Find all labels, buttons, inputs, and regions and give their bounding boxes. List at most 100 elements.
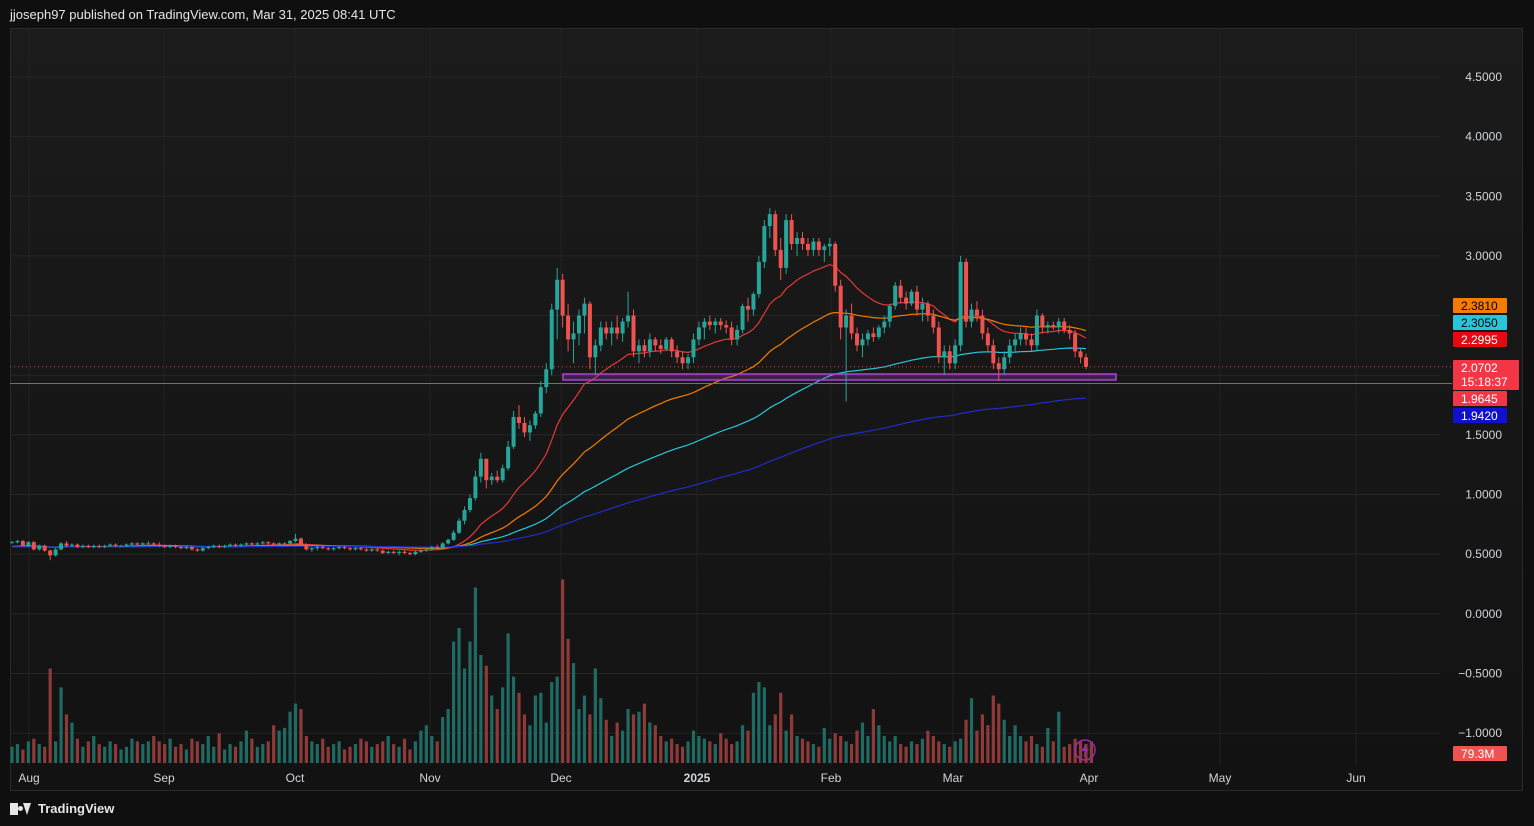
volume-bar [10, 746, 14, 763]
candle-body [69, 544, 74, 546]
candle-body [135, 543, 140, 545]
candle-body [636, 345, 641, 352]
candle-body [844, 315, 849, 328]
volume-bar [511, 676, 516, 763]
price-tag-label: 2.2995 [1461, 333, 1498, 347]
candle-body [86, 545, 91, 547]
candle-body [397, 551, 402, 553]
candle-body [904, 297, 909, 304]
volume-bar [953, 741, 957, 763]
candle-body [958, 261, 963, 346]
candle-body [571, 333, 576, 340]
volume-bar [451, 641, 456, 763]
lightning-bolt-icon [1081, 743, 1089, 757]
candle-body [767, 214, 772, 227]
candle-body [157, 544, 162, 546]
volume-bar [948, 746, 952, 763]
volume-bar [680, 746, 685, 763]
candle-body [238, 544, 243, 546]
candle-body [898, 285, 903, 298]
candle-body [653, 339, 658, 346]
candle-body [10, 542, 14, 544]
volume-bar [386, 736, 390, 763]
candle-body [162, 545, 167, 547]
candle-body [173, 545, 178, 547]
candle-body [244, 543, 249, 545]
candle-body [549, 309, 554, 370]
volume-bar [555, 676, 559, 763]
candle-body [320, 546, 325, 549]
publish-info: jjoseph97 published on TradingView.com, … [10, 7, 396, 22]
candle-body [740, 306, 745, 330]
volume-bar [326, 746, 330, 763]
volume-bar [381, 741, 385, 763]
support-zone [562, 373, 1117, 381]
candle-body [206, 546, 211, 549]
candle-body [985, 333, 990, 346]
candle-body [604, 327, 609, 334]
candle-body [1056, 321, 1061, 328]
candle-body [64, 543, 69, 546]
candle-body [129, 543, 134, 545]
candle-body [865, 333, 870, 340]
candle-body [315, 546, 320, 549]
candle-body [756, 261, 761, 295]
volume-bar [599, 698, 603, 763]
candle-body [527, 425, 532, 433]
volume-bar [228, 744, 232, 763]
volume-bar [653, 725, 657, 763]
volume-bar [642, 703, 647, 763]
volume-bar [604, 719, 608, 763]
volume-bar [588, 714, 592, 763]
price-tag-label: 1.9645 [1461, 392, 1498, 406]
candle-body [342, 546, 347, 549]
candle-body [675, 351, 680, 358]
candle-body [887, 306, 892, 322]
candle-body [691, 339, 696, 358]
candle-body [1067, 329, 1072, 334]
candle-body [1084, 357, 1088, 367]
volume-bar [1062, 746, 1066, 763]
x-axis-label: Feb [821, 771, 842, 785]
volume-bar [1057, 711, 1061, 763]
volume-bar [255, 746, 259, 763]
candle-body [745, 306, 750, 310]
candle-body [195, 549, 200, 551]
volume-bar [484, 665, 488, 763]
candle-body [1013, 339, 1018, 346]
candle-body [789, 220, 794, 244]
volume-bar [882, 736, 886, 763]
candle-body [882, 321, 887, 328]
candle-body [855, 333, 860, 346]
candle-body [309, 548, 314, 550]
candle-body [849, 315, 854, 334]
candle-body [560, 279, 565, 316]
volume-bar [746, 730, 750, 763]
candle-body [435, 546, 440, 549]
volume-bar [462, 668, 467, 763]
volume-bar [817, 746, 821, 763]
candle-body [925, 303, 930, 316]
volume-bar [15, 744, 20, 763]
candle-body [440, 543, 445, 549]
volume-bar [828, 738, 832, 763]
candle-body [189, 546, 194, 550]
candle-body [593, 345, 598, 358]
candle-body [462, 510, 467, 521]
tradingview-brand[interactable]: TradingView [10, 801, 114, 816]
candle-body [680, 357, 685, 364]
volume-bar [408, 749, 412, 763]
volume-bar [849, 744, 854, 763]
candle-body [620, 321, 625, 334]
volume-bar [577, 709, 581, 763]
volume-bar [544, 722, 548, 763]
candle-body [996, 363, 1001, 370]
volume-bar [855, 730, 859, 763]
candle-body [20, 541, 25, 546]
candle-body [80, 545, 85, 547]
volume-bar [37, 744, 41, 763]
volume-bar [806, 741, 810, 763]
candle-body [795, 238, 800, 244]
volume-bar [261, 744, 265, 763]
